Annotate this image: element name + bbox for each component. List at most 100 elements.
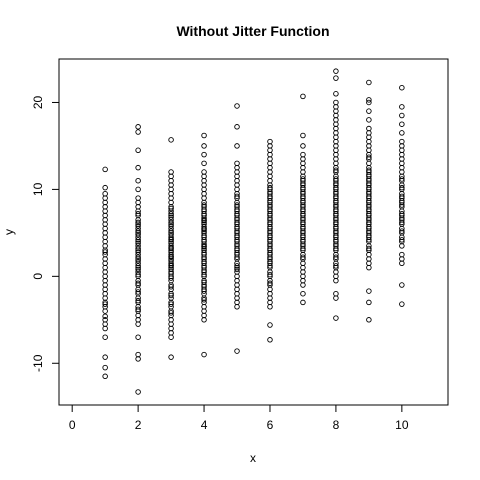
data-point [201,267,207,274]
data-point [333,99,339,106]
data-point [267,232,273,239]
data-point [366,224,372,230]
data-point [267,280,273,287]
data-point [135,210,141,217]
data-point [135,237,141,243]
data-point [234,263,240,269]
data-point [102,190,108,197]
data-point [333,167,339,174]
y-tick-label: 20 [31,95,45,109]
data-point [168,354,174,360]
data-point [234,241,240,247]
data-point [366,197,372,204]
data-points [102,68,405,395]
data-point [102,301,108,307]
data-point [399,197,405,204]
data-point [135,164,141,171]
data-point [234,224,240,230]
data-point [300,189,306,195]
data-point [333,68,339,74]
data-point [135,297,141,304]
data-point [333,263,339,269]
data-point [333,91,339,97]
data-point [135,177,141,184]
data-point [168,228,174,234]
data-point [399,84,405,91]
data-point [135,147,141,154]
data-point [300,254,306,260]
x-tick-label: 0 [69,418,76,432]
data-point [366,317,372,323]
data-point [366,299,372,306]
data-point [234,266,240,273]
data-point [201,241,207,247]
y-axis-label: y [2,229,16,235]
data-point [267,224,273,230]
data-point [366,108,372,114]
data-point [234,282,240,288]
data-point [135,129,141,135]
data-point [234,103,240,109]
data-point [366,79,372,86]
data-point [135,306,141,313]
x-tick-label: 6 [267,418,274,432]
data-point [333,224,339,230]
data-point [102,354,108,360]
data-point [201,284,207,290]
data-point [135,257,141,264]
data-point [366,180,372,187]
data-point [168,214,174,220]
data-point [135,334,141,340]
data-point [333,232,339,239]
data-point [201,215,207,221]
x-axis: 0 2 4 6 8 10 [69,404,409,432]
data-point [201,258,207,265]
data-point [366,232,372,239]
data-point [234,290,240,297]
data-point [102,166,108,173]
data-point [201,160,207,167]
data-point [267,258,273,265]
data-point [399,282,405,288]
data-point [168,244,174,251]
data-point [135,231,141,238]
data-point [300,132,306,139]
data-point [366,154,372,160]
data-point [366,125,372,132]
y-axis: -10 0 10 20 [31,95,60,372]
data-point [267,271,273,278]
y-tick-label: 10 [31,182,45,196]
data-point [300,143,306,149]
x-axis-label: x [250,451,256,465]
data-point [201,226,207,233]
y-tick-label: 0 [31,273,45,280]
data-point [234,232,240,239]
data-point [333,197,339,204]
data-point [102,373,108,380]
data-point [333,180,339,187]
data-point [300,180,306,187]
data-point [135,240,141,247]
data-point [300,151,306,158]
data-point [135,280,141,287]
data-point [168,284,174,290]
data-point [201,250,207,256]
x-tick-label: 2 [135,418,142,432]
data-point [300,299,306,306]
data-point [399,251,405,258]
data-point [135,228,141,234]
data-point [168,169,174,175]
data-point [135,389,141,395]
data-point [201,169,207,175]
data-point [168,310,174,316]
data-point [399,121,405,127]
data-point [399,184,405,191]
data-point [201,206,207,213]
data-point [234,206,240,213]
data-point [333,290,339,297]
data-point [300,232,306,239]
data-point [135,351,141,358]
data-point [135,263,141,269]
data-point [102,364,108,371]
data-point [234,124,240,130]
